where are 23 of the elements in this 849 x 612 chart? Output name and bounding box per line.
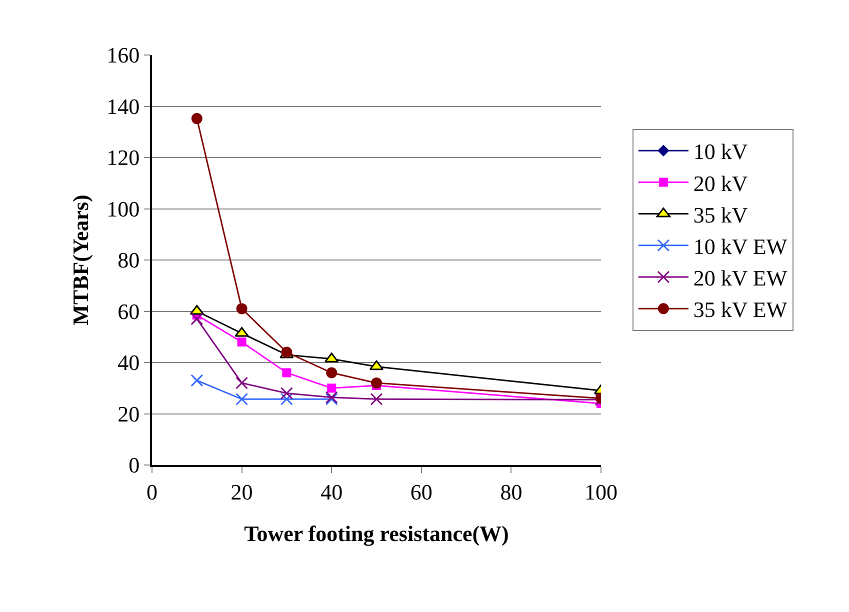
y-tick-label: 40 (118, 350, 140, 376)
legend-label: 10 kV EW (693, 234, 788, 259)
legend-label: 10 kV (693, 139, 748, 164)
x-tick-label: 60 (410, 479, 432, 504)
y-axis-title: MTBF(Years) (68, 194, 93, 326)
y-tick-label: 80 (118, 248, 140, 273)
legend-label: 20 kV EW (693, 266, 788, 291)
x-tick-label: 100 (584, 479, 618, 504)
y-tick-label: 120 (106, 145, 140, 170)
legend-label: 35 kV EW (693, 297, 788, 322)
y-tick-label: 140 (106, 94, 140, 119)
y-tick-label: 20 (118, 401, 140, 426)
x-tick-label: 40 (320, 479, 343, 504)
y-tick-label: 100 (106, 196, 140, 222)
x-axis-title: Tower footing resistance(W) (244, 520, 509, 546)
legend-label: 20 kV (693, 170, 748, 196)
x-tick-label: 0 (146, 479, 158, 504)
legend-label: 35 kV (693, 202, 748, 228)
y-tick-label: 60 (118, 298, 140, 324)
x-tick-label: 20 (230, 479, 253, 504)
y-tick-label: 0 (128, 452, 140, 478)
y-tick-label: 160 (106, 42, 140, 68)
x-tick-label: 80 (500, 479, 522, 504)
